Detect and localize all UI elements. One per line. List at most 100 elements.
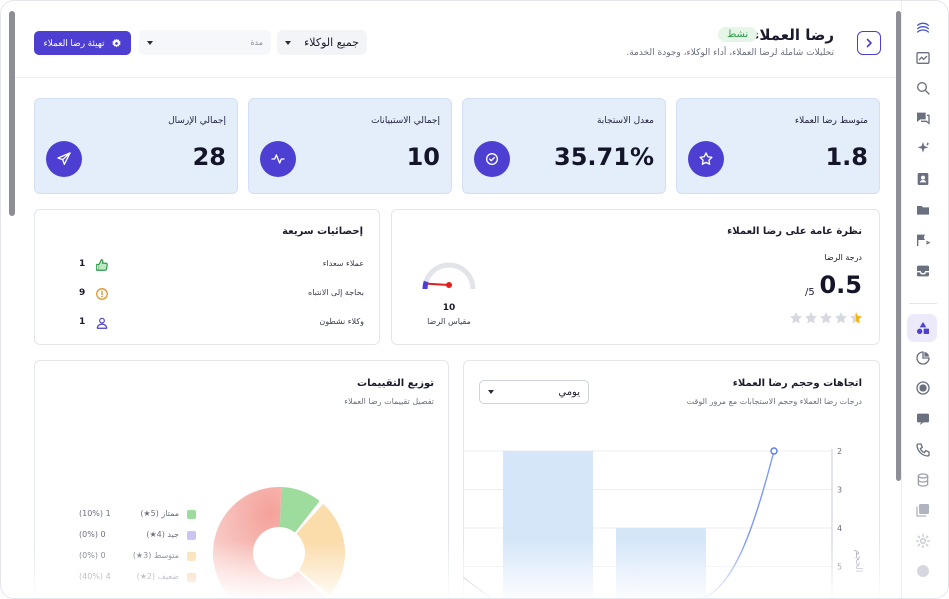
trends-chart: 5 4 3 2 الحجم [463,447,863,598]
quick-stat-count: 9 [79,288,86,298]
ai-sparkle-icon[interactable] [913,138,933,158]
distribution-title: توزيع التقييمات [357,378,434,389]
stat-card-total-sent: إجمالي الإرسال 28 [34,98,238,194]
alert-circle-icon [94,286,109,301]
legend-label: ممتاز (5★) [140,509,179,518]
chevron-right-icon [866,38,872,48]
sidebar-scrollbar[interactable] [896,11,901,481]
trends-period-select[interactable]: يومي [479,380,589,404]
quick-stat-count: 1 [79,317,86,327]
quick-stat-count: 1 [79,259,86,269]
quick-stats-panel [34,209,380,345]
customer-satisfaction-icon[interactable] [913,318,933,338]
legend-label: متوسط (3★) [132,551,179,560]
trends-subtitle: درجات رضا العملاء وحجم الاستجابات مع مرو… [686,397,862,406]
legend-swatch [187,552,196,561]
gauge-value: 10 [442,303,456,313]
logo-icon[interactable] [913,18,933,38]
legend-swatch [187,573,196,582]
quick-stats-title: إحصائيات سريعة [282,226,363,237]
user-icon [94,315,109,330]
back-button[interactable] [857,31,881,55]
donut-slice[interactable] [279,487,320,533]
chevron-down-icon [147,40,153,45]
star-icon [850,312,862,324]
quick-stat-label: بحاجة إلى الانتباه [308,288,364,297]
stat-label: معدل الاستجابة [596,116,654,126]
help-icon[interactable] [913,561,933,581]
rating-stars [785,310,865,324]
score-max: /5 [805,287,815,298]
send-icon [46,141,82,177]
gauge-fill [422,280,429,290]
analytics-pie-icon[interactable] [913,348,933,368]
gauge-needle-dot [446,282,452,288]
chevron-down-icon [285,40,291,45]
score-value: 0.5 [819,271,862,299]
score-label: درجة الرضا [824,253,862,262]
reports-icon[interactable] [913,48,933,68]
legend-swatch [187,531,196,540]
y-axis-label: الحجم [853,550,863,573]
check-circle-icon [474,141,510,177]
legend-label: ضعيف (2★) [136,572,179,581]
chart-bar [503,451,593,598]
phone-icon[interactable] [913,440,933,460]
library-icon[interactable] [913,500,933,520]
chart-bars [503,451,706,598]
inbox-icon[interactable] [913,261,933,281]
y-tick-label: 2 [837,447,842,456]
sidebar-divider [909,303,937,304]
star-icon [688,141,724,177]
quick-stat-row: عملاء سعداء 1 [34,257,379,273]
gauge-needle [428,282,450,286]
y-tick-label: 3 [837,486,842,495]
left-scrollbar-thumb[interactable] [9,11,15,216]
configure-satisfaction-button[interactable]: تهيئة رضا العملاء [34,31,131,55]
page-header [15,1,896,78]
stat-value: 1.8 [825,143,868,171]
activity-icon [260,141,296,177]
star-icon [805,312,817,324]
thumbs-up-icon [94,257,109,272]
database-icon[interactable] [913,470,933,490]
legend-value: (0%) 0 [79,551,106,560]
contacts-icon[interactable] [913,169,933,189]
stat-value: 35.71% [554,143,654,171]
status-badge: نشط [718,27,758,42]
search-icon[interactable] [913,78,933,98]
export-button-label: تهيئة رضا العملاء [43,37,105,48]
y-tick-label: 4 [837,524,842,533]
stat-label: متوسط رضا العملاء [794,116,868,126]
gauge-track [422,262,476,290]
stat-value: 10 [406,143,440,171]
page-title: رضا العملاء [751,26,834,44]
agents-select[interactable]: جميع الوكلاء [277,30,367,55]
icon-sidebar [901,1,948,598]
chevron-down-icon [488,390,494,394]
legend-label: جيد (4★) [146,530,179,539]
chart-bar [616,528,706,598]
messages-icon[interactable] [913,409,933,429]
axis-edge [463,576,492,598]
distribution-donut-chart [213,487,345,598]
gear-icon[interactable] [913,531,933,551]
legend-swatch [187,510,196,519]
star-icon [790,312,802,324]
trends-period-value: يومي [558,386,580,398]
y-axis-ticks: 5 4 3 2 [837,447,842,572]
folder-icon[interactable] [913,200,933,220]
campaigns-icon[interactable] [913,230,933,250]
overview-title: نظرة عامة على رضا العملاء [727,226,862,237]
star-icon [820,312,832,324]
legend-value: (10%) 1 [79,509,111,518]
period-select[interactable]: مدة [139,30,271,55]
quick-stat-label: وكلاء نشطون [319,317,364,326]
agents-select-value: جميع الوكلاء [304,36,359,49]
stat-label: إجمالي الإرسال [168,116,226,126]
sidebar-active-indicator [907,314,937,342]
trend-line [701,450,775,598]
status-circle-icon[interactable] [913,378,933,398]
conversations-icon[interactable] [913,108,933,128]
